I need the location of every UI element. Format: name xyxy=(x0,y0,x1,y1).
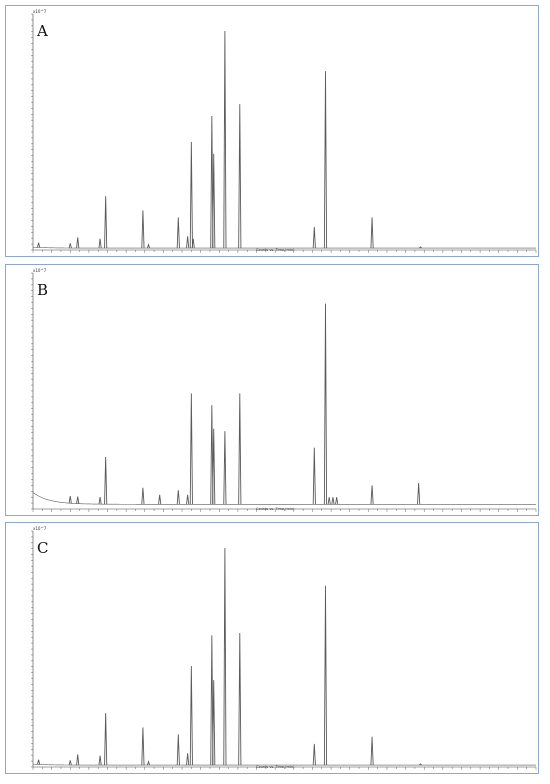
peak-17 xyxy=(370,736,374,766)
peak-11 xyxy=(212,428,216,505)
panel-label-a: A xyxy=(37,22,48,40)
chart-svg-c xyxy=(31,530,537,770)
peak-20 xyxy=(417,483,421,505)
peak-8 xyxy=(176,217,180,249)
peak-6 xyxy=(141,727,145,766)
peak-7 xyxy=(146,243,151,249)
peak-12 xyxy=(210,115,214,249)
peak-11 xyxy=(191,238,195,249)
x-axis-title-c: Counts vs. Time (min) xyxy=(256,765,295,769)
peak-18 xyxy=(335,497,339,505)
peak-2 xyxy=(68,243,72,249)
x-axis-title-b: Counts vs. Time (min) xyxy=(256,507,295,511)
chart-svg-a xyxy=(31,13,537,253)
peak-4 xyxy=(98,755,102,766)
peak-14 xyxy=(312,447,316,505)
peak-9 xyxy=(189,393,193,505)
baseline-trace xyxy=(32,246,536,249)
baseline-trace xyxy=(32,763,536,766)
peak-14 xyxy=(223,30,227,249)
peak-18 xyxy=(419,763,422,766)
peak-8 xyxy=(186,494,190,505)
peak-17 xyxy=(323,71,328,249)
peak-9 xyxy=(186,236,190,249)
peak-19 xyxy=(419,246,422,249)
peak-5 xyxy=(104,713,108,766)
peak-3 xyxy=(76,754,80,766)
peak-13 xyxy=(238,393,242,505)
peak-5 xyxy=(104,196,108,249)
peak-15 xyxy=(323,303,328,505)
panel-label-c: C xyxy=(37,539,49,557)
peak-16 xyxy=(312,226,316,249)
chromatogram-panel-b: B x10^7 Counts vs. Time (min) xyxy=(5,264,539,516)
peak-7 xyxy=(146,760,151,766)
y-scale-label-c: x10^7 xyxy=(33,526,47,531)
peak-3 xyxy=(98,496,102,505)
peak-1 xyxy=(37,242,41,248)
peak-10 xyxy=(189,141,193,249)
peak-13 xyxy=(223,547,227,766)
peak-16 xyxy=(327,497,331,505)
peak-16 xyxy=(323,585,328,766)
peak-5 xyxy=(141,487,145,505)
peak-1 xyxy=(68,496,72,504)
peak-6 xyxy=(141,210,145,249)
peak-2 xyxy=(76,496,80,504)
peak-8 xyxy=(176,734,180,766)
peak-10 xyxy=(210,405,214,505)
x-axis-title-a: Counts vs. Time (min) xyxy=(256,248,295,252)
peak-4 xyxy=(104,456,108,505)
peak-12 xyxy=(212,680,216,766)
y-scale-label-a: x10^7 xyxy=(33,9,47,14)
peak-15 xyxy=(312,743,316,766)
peak-7 xyxy=(176,490,180,505)
peak-4 xyxy=(98,238,102,249)
peak-2 xyxy=(68,760,72,766)
chromatogram-panel-c: C x10^7 Counts vs. Time (min) xyxy=(5,522,539,774)
peak-17 xyxy=(331,497,335,505)
peak-12 xyxy=(223,431,227,505)
y-scale-label-b: x10^7 xyxy=(33,268,47,273)
baseline-trace xyxy=(32,492,536,505)
peak-13 xyxy=(212,153,216,249)
peak-14 xyxy=(238,632,242,766)
peak-15 xyxy=(238,104,242,249)
chart-svg-b xyxy=(31,272,537,512)
peak-1 xyxy=(37,759,41,765)
peak-9 xyxy=(186,753,190,766)
peak-3 xyxy=(76,237,80,249)
peak-6 xyxy=(158,494,162,505)
peak-11 xyxy=(210,635,214,766)
chromatogram-panel-a: A x10^7 Counts vs. Time (min) xyxy=(5,5,539,257)
panel-label-b: B xyxy=(37,281,49,299)
peak-19 xyxy=(370,485,374,505)
peak-18 xyxy=(370,217,374,249)
peak-10 xyxy=(189,665,193,766)
